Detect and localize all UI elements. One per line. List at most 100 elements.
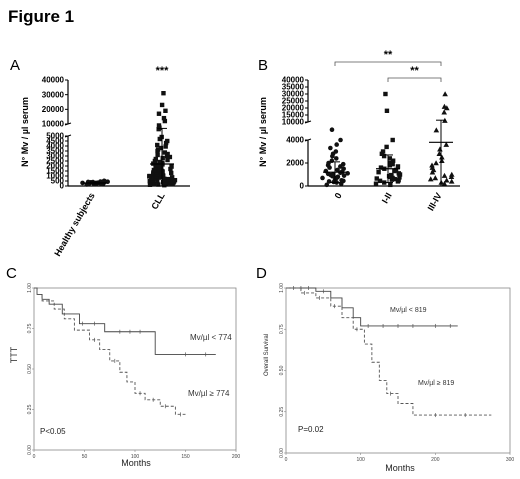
panel-d-annotation-high: Mv/µl ≥ 819 (418, 380, 454, 387)
panel-a-y-tick-label: 3500 (46, 147, 64, 156)
panel-b-point-i-ii (390, 161, 395, 167)
panel-a-y-tick-label: 1500 (46, 167, 64, 176)
panel-c-x-tick-label: 0 (33, 454, 36, 460)
panel-b-point-i-ii (388, 172, 394, 178)
panel-b-chart: N° Mv / µl serum ** ** 0 2000 4000 100001500… (258, 49, 460, 212)
panel-a-point-cll (156, 123, 162, 128)
panel-b-y-axis-label: N° Mv / µl serum (258, 97, 268, 167)
panel-b-point-iii-iv (433, 127, 440, 133)
panel-letter-a: A (10, 57, 20, 74)
panel-b-point-iii-iv (448, 171, 455, 177)
panel-b-point-iii-iv (439, 157, 445, 163)
panel-b-point-iii-iv (444, 105, 450, 111)
panel-a-point-cll (162, 176, 167, 181)
panel-b-point-0 (328, 145, 333, 151)
panel-a-point-cll (162, 150, 168, 155)
panel-a-point-cll (151, 176, 157, 181)
panel-a-point-cll (165, 151, 170, 157)
panel-b-point-0 (341, 173, 347, 178)
panel-b-point-iii-iv (437, 146, 443, 152)
panel-a-point-cll (159, 166, 164, 171)
panel-a-point-cll (153, 156, 158, 162)
panel-a-point-cll (169, 175, 175, 180)
panel-b-point-i-ii (381, 153, 387, 159)
panel-a-point-cll (166, 176, 171, 182)
panel-c-survival-curve-1 (34, 287, 186, 415)
panel-c-y-tick-label: 0.25 (27, 404, 33, 414)
panel-a-point-cll (156, 111, 162, 116)
panel-b-significance-label: ** (410, 65, 419, 77)
panel-a-significance: *** (156, 65, 170, 77)
panel-a-point-cll (155, 142, 160, 148)
panel-a-point-cll (161, 115, 167, 121)
panel-b-point-i-ii (377, 178, 383, 184)
panel-a-category-cll: CLL (149, 191, 167, 212)
panel-b-point-i-ii (387, 156, 393, 161)
panel-b-point-0 (341, 166, 346, 172)
panel-a-point-cll (170, 178, 175, 183)
panel-b-point-iii-iv (433, 160, 439, 166)
panel-b-point-i-ii (396, 171, 401, 176)
panel-b-point-iii-iv (443, 141, 450, 147)
panel-b-point-0 (339, 177, 344, 183)
panel-c-x-tick-label: 50 (82, 454, 88, 460)
panel-c-x-tick-label: 200 (232, 454, 241, 460)
panel-a-point-cll (163, 108, 168, 113)
panel-d-y-tick-label: 0.50 (279, 365, 285, 375)
panel-c-y-tick-label: 1.00 (27, 283, 33, 293)
panel-b-point-i-ii (397, 175, 402, 180)
panel-d-chart: Overall Survival Months P=0.02 Mv/µl < 8… (264, 283, 514, 473)
panel-b-category-0: 0 (333, 191, 344, 200)
panel-a-y-tick-label: 20000 (42, 105, 65, 114)
panel-b-point-i-ii (390, 175, 395, 181)
panel-b-point-i-ii (396, 178, 401, 183)
panel-a-point-cll (169, 164, 174, 169)
panel-a-y-tick-label: 1000 (46, 172, 64, 181)
panel-a-point-cll (151, 170, 156, 175)
panel-a-y-tick-label: 5000 (46, 132, 64, 141)
panel-a-point-cll (169, 170, 174, 176)
panel-b-y-tick-label: 10000 (282, 118, 305, 127)
panel-b-point-i-ii (387, 160, 393, 166)
panel-d-x-tick-label: 200 (431, 457, 440, 463)
panel-b-y-tick-label: 4000 (286, 136, 304, 145)
figure-title: Figure 1 (8, 7, 74, 26)
panel-a-y-axis-label: N° Mv / µl serum (20, 97, 30, 167)
panel-b-point-0 (338, 137, 343, 143)
panel-c-chart: TTT Months P<0.05 Mv/µl < 774 Mv/µl ≥ 77… (9, 283, 240, 468)
panel-a-y-tick-label: 10000 (42, 120, 65, 129)
panel-b-point-0 (335, 174, 341, 180)
panel-b-point-0 (330, 172, 336, 177)
panel-b-point-iii-iv (441, 109, 447, 115)
panel-c-y-tick-label: 0.00 (27, 445, 33, 455)
panel-letter-d: D (256, 265, 267, 282)
panel-c-frame (33, 287, 237, 451)
panel-b-point-0 (334, 142, 339, 147)
panel-b-point-i-ii (384, 108, 390, 113)
panel-b-point-i-ii (373, 181, 379, 186)
panel-a-point-cll (162, 118, 168, 124)
panel-b-point-i-ii (374, 176, 379, 181)
panel-letter-c: C (6, 265, 17, 282)
panel-d-y-tick-label: 0.00 (279, 448, 285, 458)
panel-a-chart: N° Mv / µl serum *** 0500100015002000250… (20, 65, 190, 258)
panel-b-point-i-ii (388, 182, 393, 188)
panel-b-point-iii-iv (432, 175, 439, 181)
panel-d-y-tick-label: 0.25 (279, 407, 285, 417)
panel-a-y-tick-label: 40000 (42, 76, 65, 85)
panel-c-x-tick-label: 100 (131, 454, 140, 460)
panel-a-point-healthy-subjects (101, 178, 107, 184)
panel-a-point-cll (147, 173, 152, 179)
panel-letter-b: B (258, 57, 268, 74)
panel-d-p-value: P=0.02 (298, 425, 324, 434)
panel-a-y-tick-label: 3000 (46, 152, 64, 161)
panel-b-y-tick-label: 25000 (282, 97, 305, 106)
panel-b-category-iii-iv: III-IV (426, 191, 444, 212)
panel-a-y-tick-label: 2500 (46, 157, 64, 166)
panel-a-point-cll (151, 167, 157, 173)
panel-b-point-i-ii (379, 151, 385, 156)
panel-a-point-cll (156, 182, 161, 187)
panel-c-p-value: P<0.05 (40, 427, 66, 436)
panel-a-point-cll (154, 169, 159, 175)
